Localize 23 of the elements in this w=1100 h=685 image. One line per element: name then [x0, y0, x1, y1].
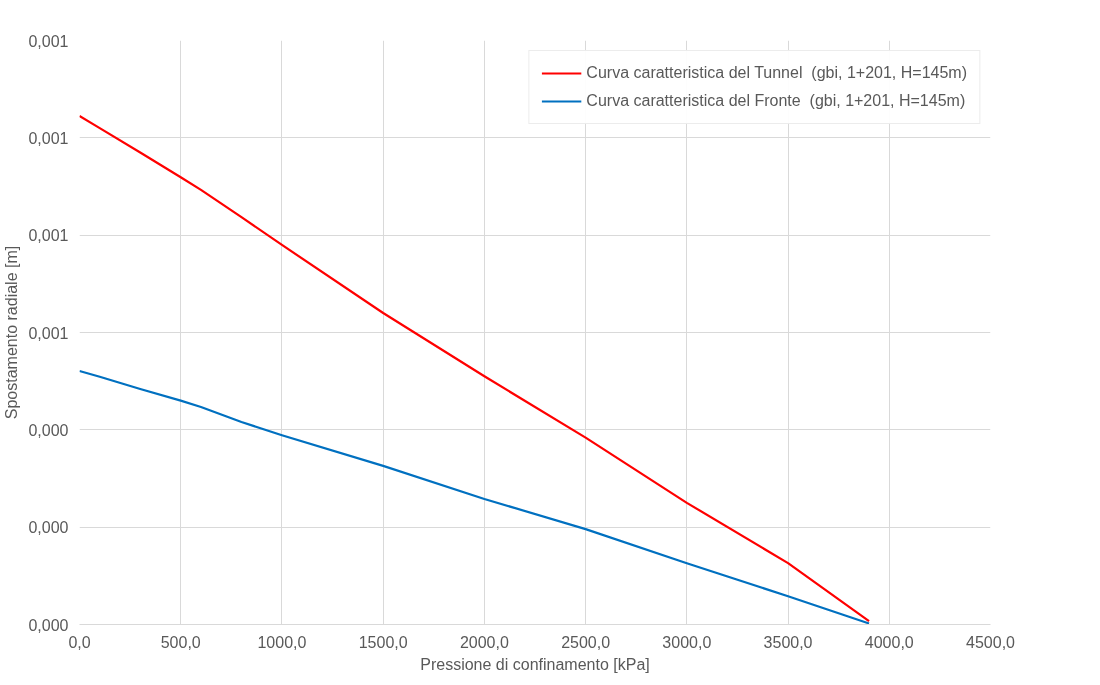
x-tick-label: 3000,0 — [662, 633, 712, 651]
y-tick-label: 0,001 — [28, 32, 69, 50]
x-tick-label: 1500,0 — [358, 633, 408, 651]
x-tick-label: 0,0 — [68, 633, 91, 651]
legend-label: Curva caratteristica del Fronte (gbi, 1+201, H=145m) — [586, 92, 966, 110]
x-tick-label: 2500,0 — [561, 633, 611, 651]
legend-label: Curva caratteristica del Tunnel (gbi, 1+201, H=145m) — [586, 64, 967, 82]
x-tick-label: 1000,0 — [257, 633, 307, 651]
y-tick-label: 0,001 — [28, 227, 69, 245]
x-tick-label: 3500,0 — [763, 633, 813, 651]
y-tick-label: 0,000 — [28, 616, 69, 634]
x-tick-label: 500,0 — [160, 633, 201, 651]
x-axis-title: Pressione di confinamento [kPa] — [420, 655, 650, 673]
y-tick-label: 0,000 — [28, 421, 69, 439]
x-tick-label: 2000,0 — [459, 633, 509, 651]
y-tick-label: 0,000 — [28, 519, 69, 537]
y-tick-label: 0,001 — [28, 129, 69, 147]
x-tick-label: 4500,0 — [966, 633, 1016, 651]
y-tick-label: 0,001 — [28, 324, 69, 342]
line-series — [79, 114, 871, 623]
line-series — [79, 369, 871, 625]
y-axis-title: Spostamento radiale [m] — [3, 245, 21, 420]
x-tick-label: 4000,0 — [864, 633, 914, 651]
